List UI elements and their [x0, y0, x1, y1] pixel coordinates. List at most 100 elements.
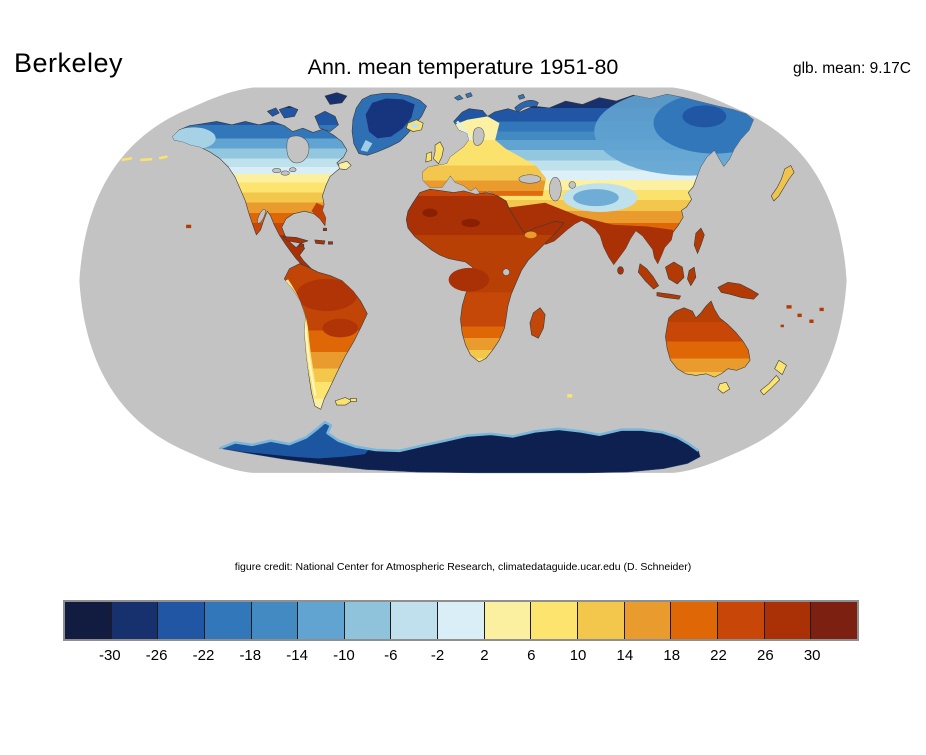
svalbard-islands [454, 92, 526, 101]
lake-victoria [502, 268, 510, 276]
colorbar-tick-label: -22 [192, 647, 215, 664]
colorbar-tick-label: -10 [333, 647, 355, 664]
colorbar-tick-label: 18 [663, 647, 681, 664]
hispaniola [314, 239, 326, 245]
figure-credit: figure credit: National Center for Atmos… [234, 561, 692, 573]
iceland-interior [410, 123, 419, 129]
colorbar-segment [390, 602, 438, 639]
great-britain [433, 141, 444, 165]
greenland-south-fringe [360, 140, 373, 152]
banks-island [267, 107, 280, 117]
colorbar-segment [530, 602, 578, 639]
sri-lanka [617, 266, 624, 275]
newfoundland-island [338, 160, 352, 170]
new-zealand-north-island [774, 359, 787, 375]
colorbar-tick-label: 30 [803, 647, 821, 664]
colorbar-segment [670, 602, 717, 639]
island-dot-2 [809, 319, 814, 323]
africa [405, 188, 565, 363]
colorbar-segment [483, 602, 531, 639]
hudson-bay [286, 135, 310, 164]
sahara-hottest-spot-1 [422, 208, 438, 218]
colorbar-segment [437, 602, 484, 639]
scandinavia-mountain-strip [456, 120, 472, 141]
colorbar-tick-label: 22 [710, 647, 727, 664]
japan [770, 165, 795, 202]
puerto-rico [328, 241, 333, 245]
tierra-del-fuego [334, 397, 353, 406]
falkland-islands [350, 398, 357, 403]
antarctica-west-lobe [219, 422, 369, 459]
colorbar-tick-label: 2 [480, 647, 489, 664]
colorbar-tick-label: -2 [430, 647, 445, 664]
brand-label: Berkeley [14, 48, 124, 78]
colorbar-segment [110, 602, 158, 639]
greenland-ice-interior [365, 98, 415, 139]
tibet-plateau-cold-core [573, 189, 619, 207]
colorbar-segment [343, 602, 391, 639]
new-zealand-south-island [759, 375, 781, 396]
new-guinea [717, 282, 759, 300]
colorbar-tick-label: 10 [569, 647, 587, 664]
brazil-interior-hot-patch [322, 318, 358, 338]
gulf-of-california [257, 209, 266, 224]
fiji-dot [786, 305, 792, 309]
amazon-hot-patch [296, 278, 358, 312]
congo-basin-hot-patch [448, 267, 490, 292]
great-lake-3 [289, 167, 297, 172]
world-map [0, 85, 926, 555]
colorbar-segment [157, 602, 204, 639]
colorbar-tick-label: 26 [757, 647, 774, 664]
black-sea [518, 174, 542, 184]
australia-group [665, 300, 787, 396]
madagascar [529, 307, 546, 339]
australia [665, 300, 751, 378]
colorbar-tick-label: -14 [286, 647, 308, 664]
aral-sea [568, 181, 576, 189]
colorbar-segment [250, 602, 298, 639]
colorbar-tick-label: 6 [527, 647, 536, 664]
colorbar-tick-label: -26 [145, 647, 168, 664]
island-dot-1 [797, 313, 802, 318]
sahara-hottest-spot-2 [461, 218, 480, 228]
philippines [693, 227, 705, 254]
borneo [665, 261, 685, 285]
baffin-island [314, 110, 339, 132]
colorbar-ticks: -30 -26 -22 -18 -14 -10 -6 -2 2 6 10 14 18 22 26 30 [0, 647, 926, 667]
caribbean-islands [282, 227, 333, 248]
colorbar-segment [763, 602, 811, 639]
greenland [351, 93, 427, 156]
colorbar-segment [203, 602, 251, 639]
colorbar-segment [297, 602, 344, 639]
colorbar-tick-label: -30 [98, 647, 121, 664]
colorbar-segment [810, 602, 857, 639]
colorbar-tick-label: -6 [384, 647, 398, 664]
europe-islands [405, 92, 539, 165]
hawaii [186, 224, 192, 229]
tasmania [717, 381, 731, 394]
colorbar-tick-label: -18 [239, 647, 262, 664]
inland-water [257, 127, 576, 276]
kerguelen-dot [567, 394, 573, 398]
antarctica [219, 420, 701, 474]
southeast-asia-islands [638, 227, 759, 300]
cuba [282, 236, 309, 244]
great-lake-1 [272, 168, 282, 173]
world-map-svg [79, 87, 847, 474]
temperature-colorbar [63, 600, 859, 641]
siberia-coldest-spot [682, 105, 727, 128]
great-lake-2 [280, 170, 290, 176]
ellesmere-island [324, 92, 348, 105]
baltic-sea [472, 127, 485, 146]
colorbar-tick-label: 14 [616, 647, 634, 664]
sumatra [638, 263, 659, 290]
victoria-island [278, 105, 299, 119]
island-dot-4 [780, 324, 784, 328]
aleutian-islands [121, 155, 168, 162]
colorbar-segment [623, 602, 671, 639]
island-dot-3 [819, 307, 824, 312]
jamaica [299, 243, 305, 248]
caspian-sea [549, 177, 562, 202]
sulawesi [687, 266, 697, 286]
